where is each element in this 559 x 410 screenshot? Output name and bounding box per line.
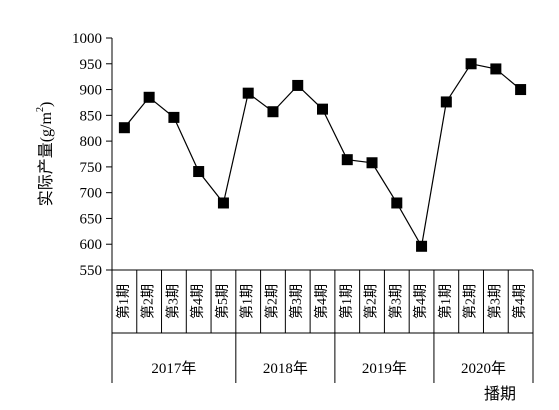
year-label: 2018年 [263, 360, 308, 377]
y-tick-label: 850 [80, 108, 103, 124]
y-tick-label: 1000 [72, 31, 102, 47]
year-label: 2017年 [151, 360, 196, 377]
data-point [193, 166, 205, 178]
y-tick-label: 600 [80, 237, 103, 253]
axes [111, 38, 534, 383]
category-label: 第2期 [140, 284, 157, 319]
data-point [515, 84, 527, 96]
category-label: 第1期 [239, 284, 256, 319]
data-point [416, 240, 428, 252]
data-point [292, 79, 304, 91]
data-point [118, 122, 130, 134]
data-point [267, 106, 279, 118]
y-tick-label: 800 [80, 134, 103, 150]
category-label: 第3期 [288, 284, 305, 319]
y-axis-ticks: 550 600 650 700 750 800 850 900 950 1000 [72, 31, 112, 279]
data-point [168, 111, 180, 123]
x-axis-categories: 第1期 第2期 第3期 第4期 第5期 第1期 第2期 第3期 第4期 第1期 第2期 第3期 第4期第… [115, 284, 528, 319]
x-axis-years: 2017年 2018年 2019年 2020年 [151, 360, 506, 377]
category-label: 第4期 [313, 284, 330, 319]
category-label: 第5期 [214, 284, 231, 319]
category-label: 第4期 [189, 284, 206, 319]
y-tick-label: 650 [80, 211, 103, 227]
y-tick-label: 750 [80, 160, 103, 176]
category-label: 第1期 [437, 284, 454, 319]
data-markers [118, 58, 527, 252]
y-tick-label: 900 [80, 83, 103, 99]
data-point [217, 197, 229, 209]
data-point [341, 154, 353, 166]
y-tick-label: 700 [80, 186, 103, 202]
category-label: 第4期 [412, 284, 429, 319]
category-label: 第4期 [511, 284, 528, 319]
category-label: 第1期 [115, 284, 132, 319]
y-axis-title-sup: 2 [35, 107, 46, 112]
y-tick-label: 550 [80, 263, 103, 279]
year-label: 2019年 [362, 360, 407, 377]
data-point [242, 87, 254, 99]
series-line [123, 63, 522, 249]
category-label: 第3期 [486, 284, 503, 319]
year-label: 2020年 [461, 360, 506, 377]
y-axis-title: 实际产量(g/m2) [35, 102, 55, 207]
category-label: 第2期 [263, 284, 280, 319]
y-axis-title-close: ) [38, 102, 55, 107]
y-tick-label: 950 [80, 57, 103, 73]
category-label: 第1期 [338, 284, 355, 319]
data-point [317, 103, 328, 115]
data-point [391, 197, 403, 209]
data-point [490, 63, 502, 75]
data-point [440, 96, 452, 108]
x-axis-title: 播期 [484, 385, 516, 403]
category-label: 第2期 [363, 284, 380, 319]
series-polyline [123, 63, 522, 249]
y-axis-title-main: 实际产量(g/m [37, 112, 55, 207]
category-label: 第3期 [387, 284, 404, 319]
data-point [143, 91, 155, 103]
data-point [465, 58, 477, 70]
category-label: 第3期 [164, 284, 181, 319]
category-label: 第2期 [462, 284, 479, 319]
data-point [366, 157, 378, 169]
